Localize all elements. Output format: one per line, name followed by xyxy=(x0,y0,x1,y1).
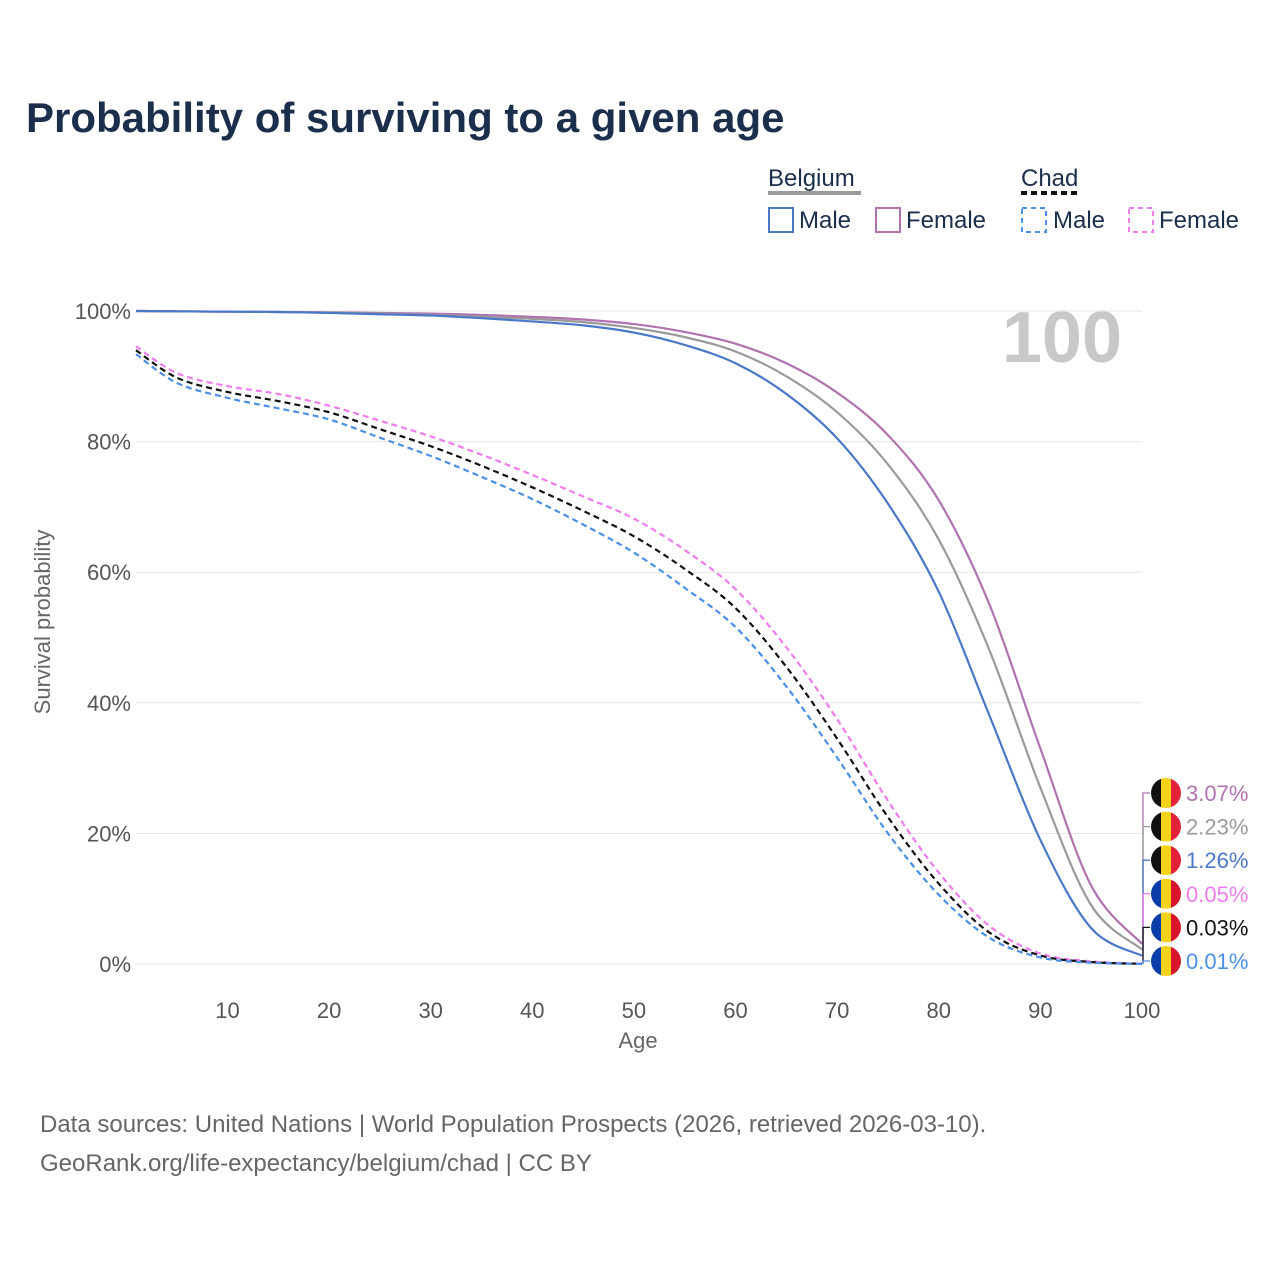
legend-swatch-chad-male xyxy=(1021,207,1047,233)
belgium-flag-icon xyxy=(1151,811,1181,842)
current-age-indicator: 100 xyxy=(1002,298,1122,378)
end-label-belgium-male: 1.26% xyxy=(1186,848,1248,873)
belgium-flag-icon xyxy=(1151,778,1181,808)
y-tick-label: 100% xyxy=(75,299,131,324)
legend-label-belgium-male: Male xyxy=(799,207,851,234)
legend-group-chad: Chad xyxy=(1021,165,1078,192)
end-label-connector xyxy=(1142,792,1150,944)
flag-stripe xyxy=(1151,811,1162,842)
end-label-connector xyxy=(1142,859,1150,956)
legend-label-belgium-female: Female xyxy=(906,207,986,234)
legend: Belgium Chad Male Female Male Female xyxy=(768,165,1239,234)
flag-stripe xyxy=(1171,946,1181,976)
y-tick-label: 0% xyxy=(99,952,131,977)
x-tick-label: 30 xyxy=(418,998,442,1023)
belgium-flag-icon xyxy=(1151,845,1181,876)
flag-stripe xyxy=(1151,778,1162,808)
series-line-belgium-male xyxy=(135,309,1143,957)
y-tick-label: 20% xyxy=(87,821,131,846)
flag-stripe xyxy=(1171,811,1181,842)
legend-item-belgium-male[interactable]: Male xyxy=(768,207,851,234)
end-labels: 3.07% 2.23% 1.26% 0.05% 0.03% 0.01% xyxy=(1142,778,1248,976)
y-axis-ticks: 0% 20% 40% 60% 80% 100% xyxy=(75,299,131,977)
legend-item-belgium-female[interactable]: Female xyxy=(875,207,986,234)
x-tick-label: 80 xyxy=(927,998,951,1023)
x-tick-label: 60 xyxy=(723,998,747,1023)
end-label-connector xyxy=(1142,893,1150,964)
chad-flag-icon xyxy=(1151,946,1181,976)
legend-item-chad-female[interactable]: Female xyxy=(1128,207,1239,234)
flag-stripe xyxy=(1171,845,1181,876)
flag-stripe xyxy=(1161,811,1172,842)
flag-stripe xyxy=(1161,778,1172,808)
legend-group-belgium: Belgium xyxy=(768,165,855,192)
chad-flag-icon xyxy=(1151,912,1181,943)
legend-label-chad-male: Male xyxy=(1053,207,1105,234)
x-axis-title: Age xyxy=(618,1028,657,1053)
flag-stripe xyxy=(1161,845,1172,876)
end-label-chad-total: 0.03% xyxy=(1186,915,1248,940)
flag-stripe xyxy=(1171,912,1181,943)
x-tick-label: 10 xyxy=(215,998,239,1023)
end-label-chad-female: 0.05% xyxy=(1186,882,1248,907)
flag-stripe xyxy=(1151,946,1162,976)
x-tick-label: 90 xyxy=(1028,998,1052,1023)
x-tick-label: 100 xyxy=(1124,998,1161,1023)
legend-swatch-chad-female xyxy=(1128,207,1154,233)
series-lines xyxy=(135,309,1143,966)
series-line-chad-male xyxy=(135,353,1143,966)
x-tick-label: 50 xyxy=(622,998,646,1023)
flag-stripe xyxy=(1161,878,1172,909)
series-line-chad-total xyxy=(135,349,1143,965)
y-tick-label: 60% xyxy=(87,560,131,585)
flag-stripe xyxy=(1171,778,1181,808)
end-label-connector xyxy=(1142,825,1150,950)
chad-flag-icon xyxy=(1151,878,1181,909)
flag-stripe xyxy=(1171,878,1181,909)
end-label-belgium-total: 2.23% xyxy=(1186,815,1248,840)
series-line-belgium-total xyxy=(135,309,1143,951)
source-line-2: GeoRank.org/life-expectancy/belgium/chad… xyxy=(40,1150,592,1177)
grid xyxy=(136,310,1142,965)
flag-stripe xyxy=(1161,912,1172,943)
flag-stripe xyxy=(1161,946,1172,976)
legend-swatch-belgium-female xyxy=(875,207,901,233)
flag-stripe xyxy=(1151,845,1162,876)
end-label-belgium-female: 3.07% xyxy=(1186,781,1248,806)
x-axis-ticks: 10 20 30 40 50 60 70 80 90 100 xyxy=(215,998,1160,1023)
end-label-chad-male: 0.01% xyxy=(1186,949,1248,974)
end-label-connector xyxy=(1142,926,1150,964)
x-tick-label: 20 xyxy=(317,998,341,1023)
source-line-1: Data sources: United Nations | World Pop… xyxy=(40,1111,986,1138)
x-tick-label: 70 xyxy=(825,998,849,1023)
flag-stripe xyxy=(1151,912,1162,943)
legend-item-chad-male[interactable]: Male xyxy=(1021,207,1105,234)
y-axis-title: Survival probability xyxy=(30,530,55,715)
series-line-belgium-female xyxy=(135,309,1143,945)
end-label-connector xyxy=(1142,960,1150,964)
y-tick-label: 80% xyxy=(87,430,131,455)
chart-title: Probability of surviving to a given age xyxy=(26,94,784,141)
legend-label-chad-female: Female xyxy=(1159,207,1239,234)
y-tick-label: 40% xyxy=(87,691,131,716)
flag-stripe xyxy=(1151,878,1162,909)
legend-swatch-belgium-male xyxy=(768,207,794,233)
x-tick-label: 40 xyxy=(520,998,544,1023)
